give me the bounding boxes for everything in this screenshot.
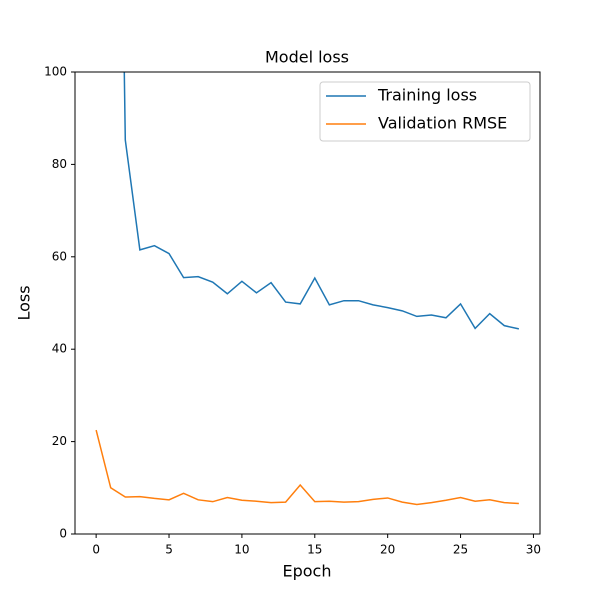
y-tick-label: 40 <box>52 342 67 356</box>
y-tick-label: 20 <box>52 434 67 448</box>
chart-title: Model loss <box>265 48 349 67</box>
legend-label: Training loss <box>377 86 477 105</box>
y-tick-label: 60 <box>52 249 67 263</box>
y-axis-label: Loss <box>15 285 34 320</box>
series-line <box>123 72 520 330</box>
y-tick-label: 80 <box>52 157 67 171</box>
x-tick-label: 15 <box>307 543 322 557</box>
x-tick-label: 0 <box>92 543 100 557</box>
legend-label: Validation RMSE <box>378 114 507 133</box>
y-tick-label: 0 <box>59 527 67 541</box>
x-tick-label: 25 <box>453 543 468 557</box>
y-tick-label: 100 <box>44 65 67 79</box>
plot-area <box>95 72 520 506</box>
legend: Training loss Validation RMSE <box>319 81 531 142</box>
series-line <box>95 429 519 506</box>
legend-box <box>319 81 531 142</box>
x-tick-label: 30 <box>526 543 541 557</box>
x-axis-label: Epoch <box>283 562 332 581</box>
axes-frame <box>74 71 541 535</box>
x-tick-label: 5 <box>165 543 173 557</box>
x-tick-label: 10 <box>234 543 249 557</box>
x-tick-label: 20 <box>380 543 395 557</box>
